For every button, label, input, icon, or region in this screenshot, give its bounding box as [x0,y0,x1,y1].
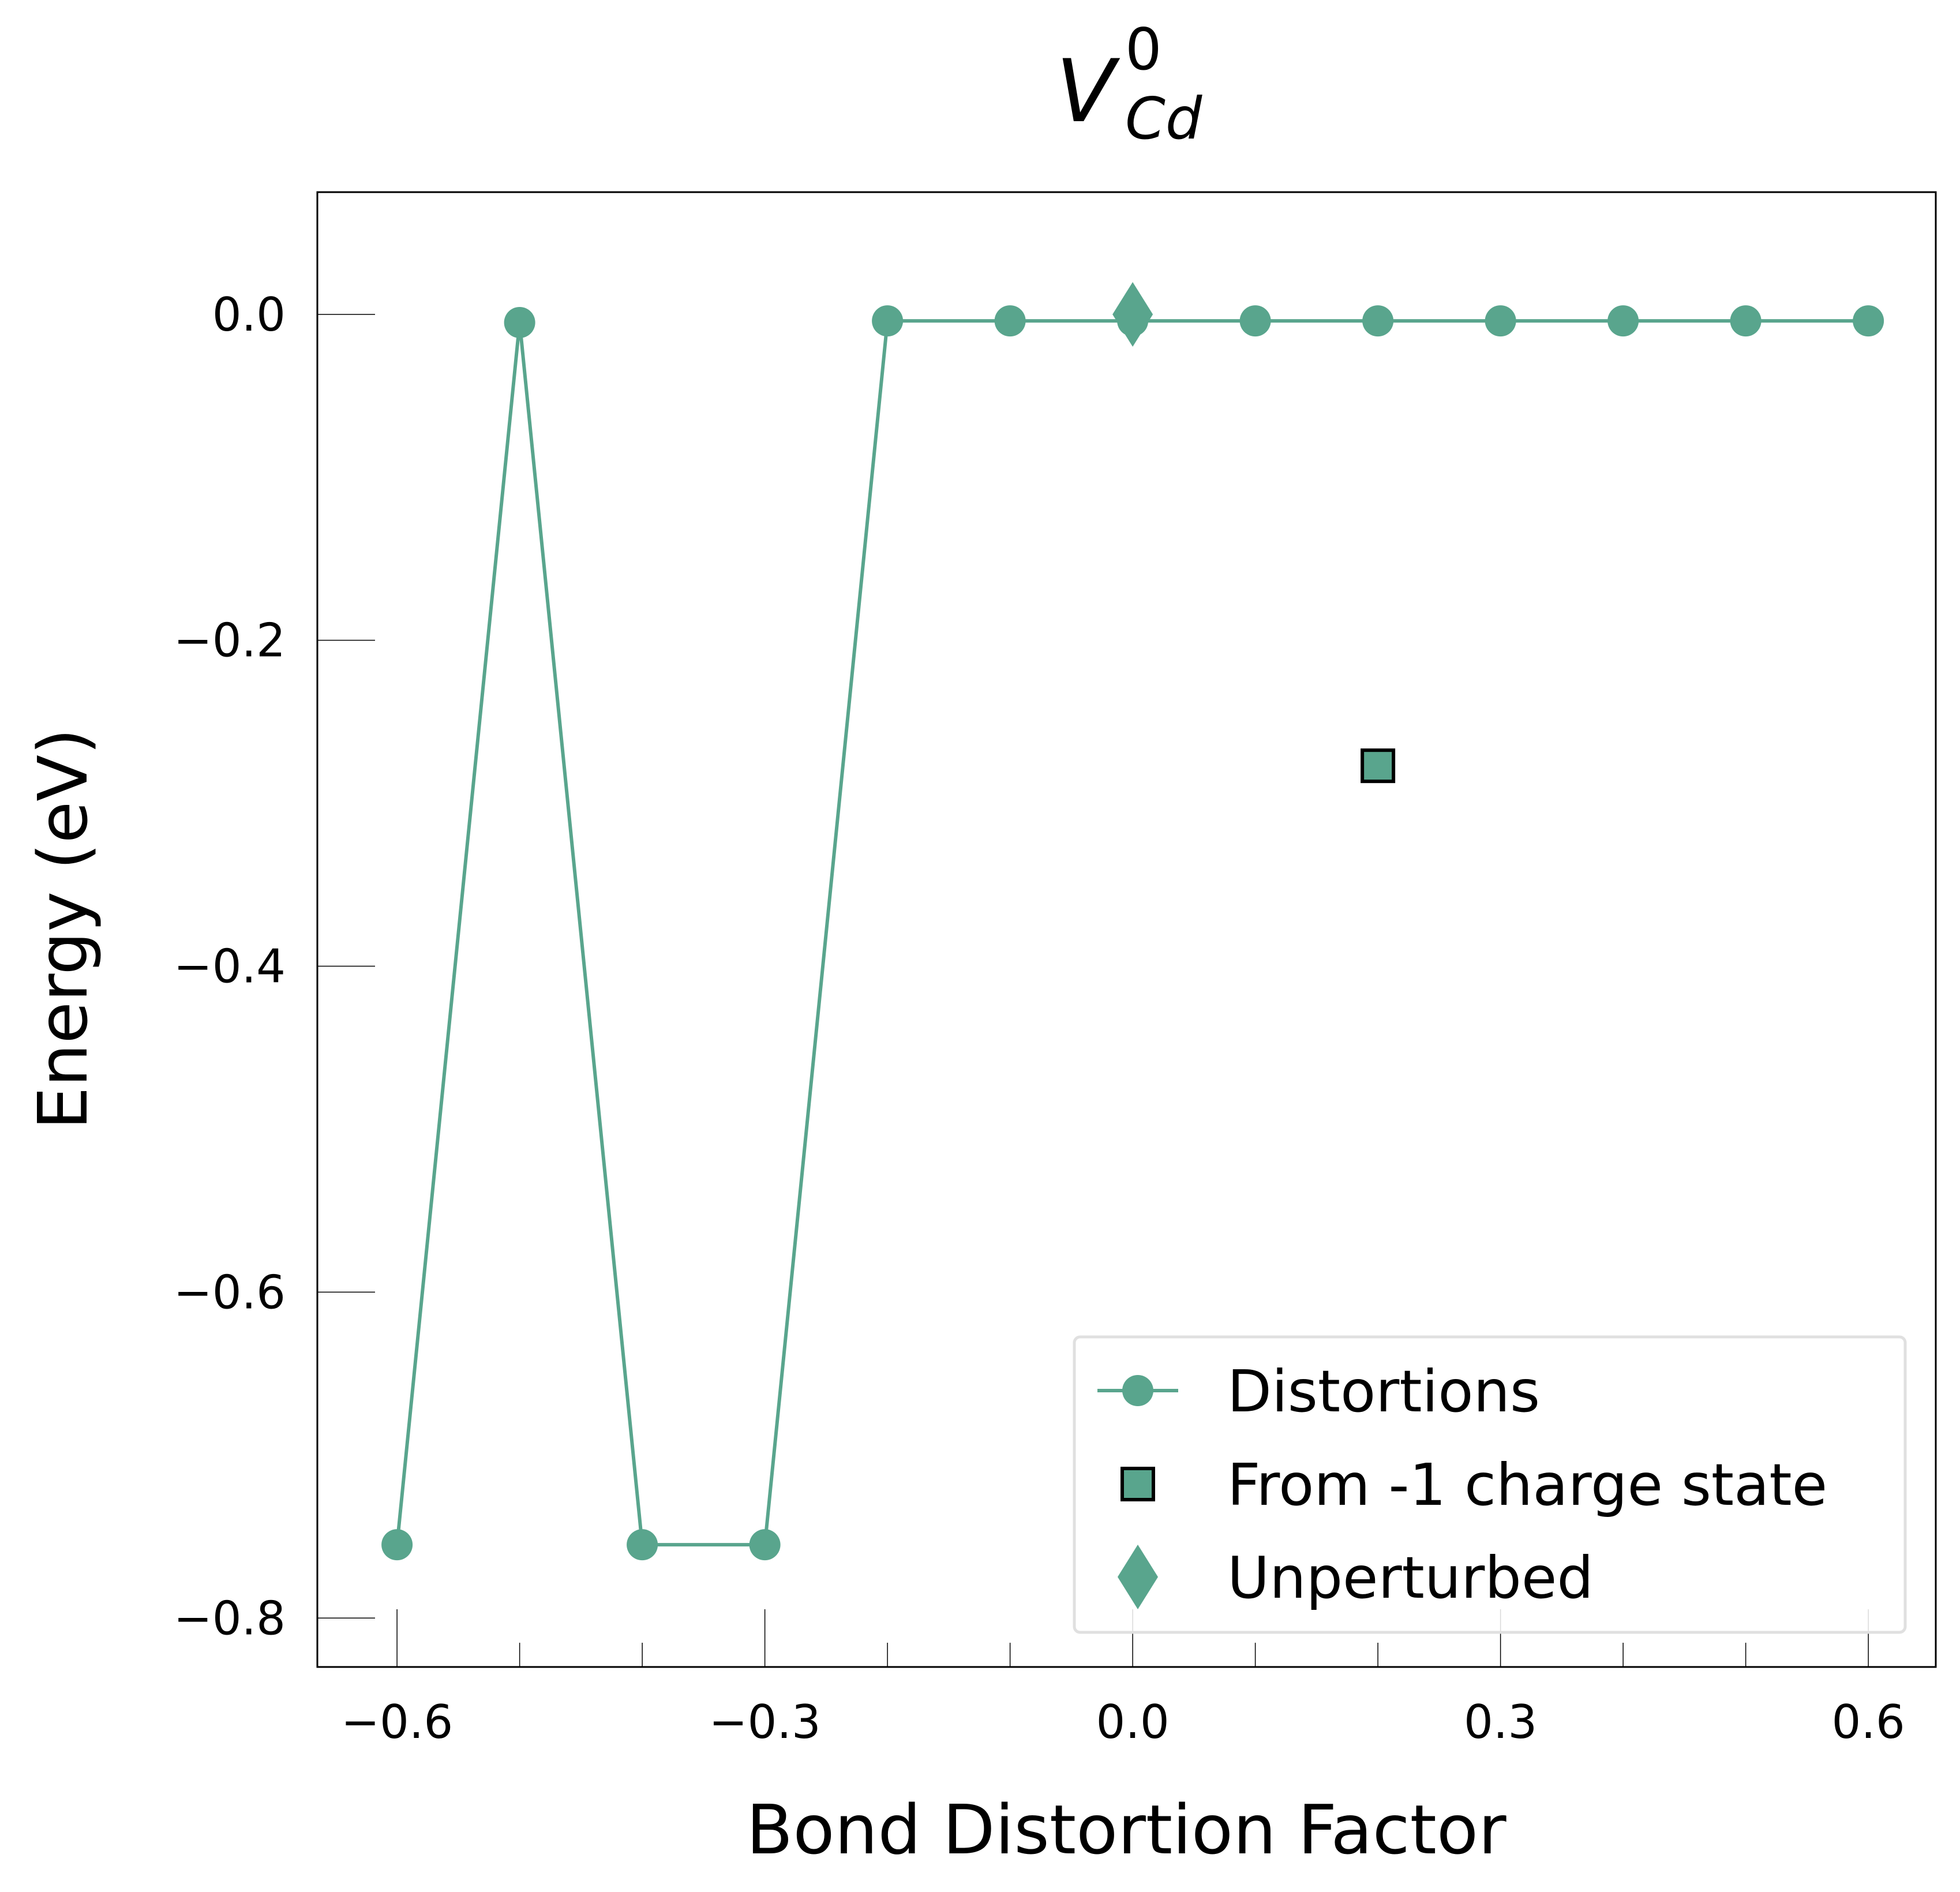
legend-square-swatch [1120,1467,1155,1501]
distortions-point [504,306,535,338]
legend-entries: Distortions From -1 charge state Unperturb… [1097,1358,1827,1612]
unperturbed-point [1112,282,1153,347]
distortions-point [381,1529,413,1561]
legend: Distortions From -1 charge state Unperturb… [1073,1335,1907,1634]
title-superscript: 0 [1125,16,1162,83]
distortions-point [1607,305,1639,337]
legend-label: From -1 charge state [1227,1451,1827,1519]
distortions-point [1485,305,1516,337]
distortions-point [994,305,1026,337]
y-tick-label: −0.4 [174,940,286,994]
legend-box [1073,1335,1907,1634]
distortions-point [872,305,904,337]
distortions-point [1730,305,1762,337]
x-tick-label: −0.3 [709,1695,820,1749]
charge-state-point [1361,748,1396,784]
legend-diamond-swatch [1118,1545,1158,1609]
y-tick-label: −0.2 [174,614,286,668]
y-tick-label: 0.0 [212,288,286,342]
distortions-point [627,1529,658,1561]
legend-label: Distortions [1227,1358,1540,1425]
x-axis-ticks: −0.6 −0.3 0.0 0.3 0.6 [341,1609,1905,1749]
x-axis-label: Bond Distortion Factor [746,1790,1506,1869]
x-tick-label: 0.3 [1464,1695,1537,1749]
y-axis-ticks: 0.0 −0.2 −0.4 −0.6 −0.8 [174,288,375,1645]
distortions-point [749,1529,781,1561]
plot-series [381,282,1884,1561]
x-tick-label: −0.6 [341,1695,453,1749]
chart-title: V Cd 0 [1056,16,1202,152]
x-tick-label: 0.6 [1832,1695,1905,1749]
y-tick-label: −0.6 [174,1265,286,1319]
legend-label: Unperturbed [1227,1544,1594,1612]
distortions-point [1853,305,1884,337]
legend-circle-swatch [1122,1375,1153,1406]
title-subscript: Cd [1125,85,1202,152]
distortions-point [1362,305,1394,337]
y-tick-label: −0.8 [174,1591,286,1645]
title-base: V [1056,42,1120,142]
y-axis-label: Energy (eV) [23,728,103,1130]
distortions-point [1239,305,1271,337]
x-tick-label: 0.0 [1096,1695,1170,1749]
